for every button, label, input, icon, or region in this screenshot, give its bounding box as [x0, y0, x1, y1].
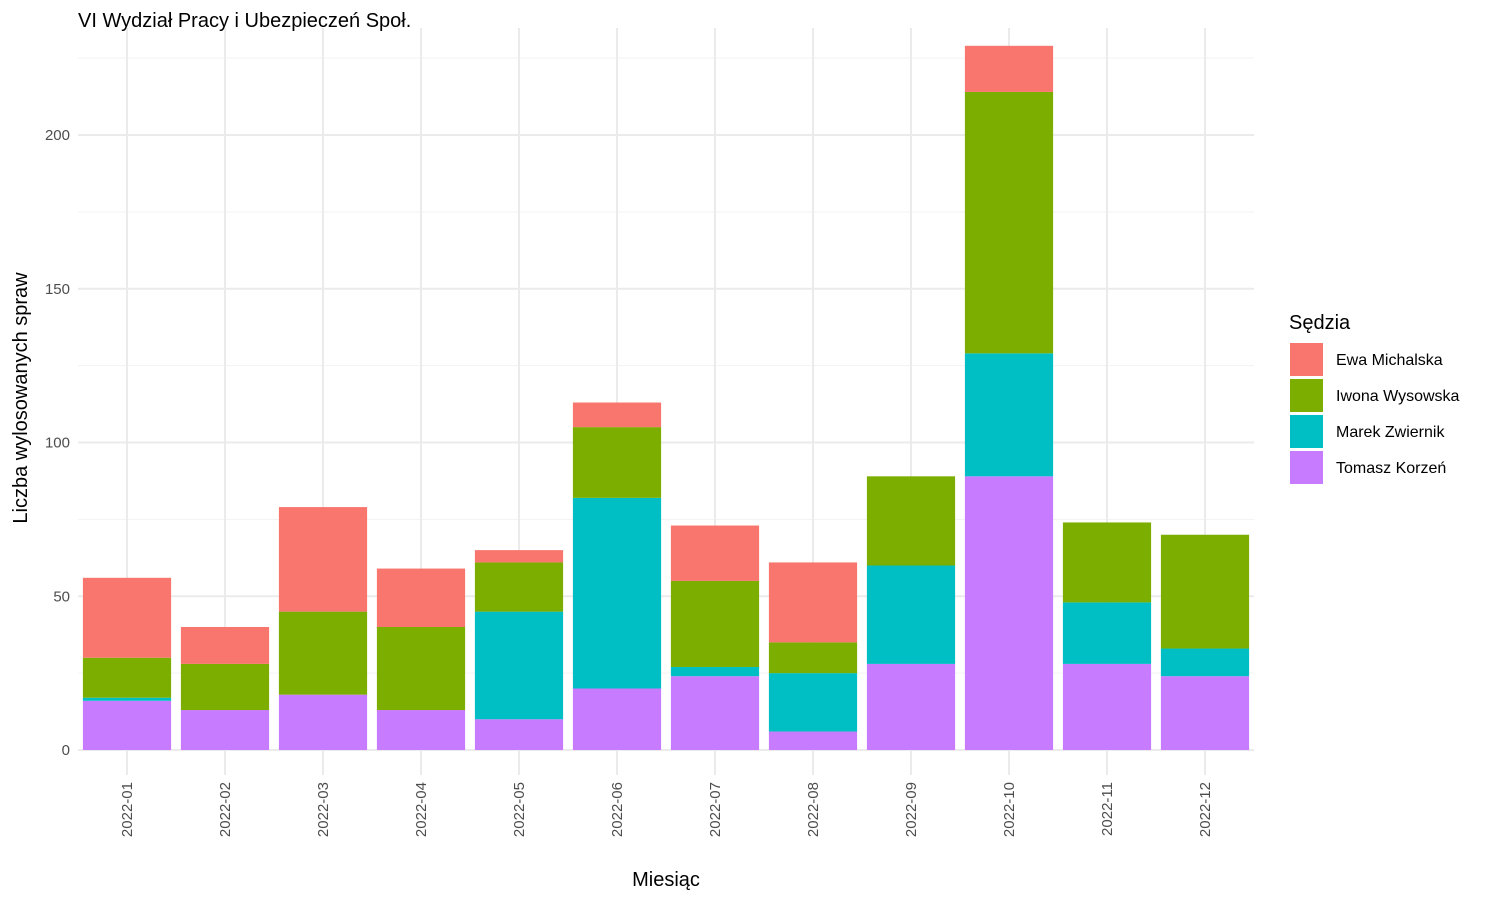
legend-swatch [1290, 379, 1323, 412]
chart-title: VI Wydział Pracy i Ubezpieczeń Społ. [78, 10, 411, 32]
y-tick-label: 0 [62, 742, 70, 759]
x-axis-title: Miesiąc [632, 869, 700, 891]
legend: Sędzia Ewa Michalska Iwona Wysowska Marek … [1289, 312, 1460, 484]
bar-segment [866, 476, 956, 566]
bar-segment [670, 580, 760, 667]
legend-swatch [1290, 343, 1323, 376]
bar-segment [1160, 648, 1250, 677]
bar-segment [768, 731, 858, 750]
x-tick-label: 2022-12 [1197, 782, 1214, 837]
x-tick-label: 2022-03 [315, 782, 332, 837]
bar-segment [376, 627, 466, 711]
y-tick-label: 100 [45, 435, 70, 452]
x-tick-label: 2022-10 [1001, 782, 1018, 837]
bar-segment [1160, 534, 1250, 649]
bar-segment [278, 694, 368, 750]
bar-segment [278, 611, 368, 695]
bar-segment [1062, 602, 1152, 664]
legend-items: Ewa Michalska Iwona Wysowska Marek Zwierni… [1290, 343, 1460, 484]
bar-segment [82, 700, 172, 750]
x-tick-label: 2022-11 [1099, 782, 1116, 836]
bar-segment [1062, 663, 1152, 750]
y-tick-label: 150 [45, 281, 70, 298]
x-tick-label: 2022-08 [805, 782, 822, 837]
x-tick-label: 2022-01 [119, 782, 136, 837]
bar-segment [1062, 522, 1152, 603]
bar-segment [572, 688, 662, 750]
legend-title: Sędzia [1289, 312, 1351, 334]
y-tick-label: 200 [45, 127, 70, 144]
bar-segment [670, 666, 760, 677]
bar-segment [180, 627, 270, 664]
bar-segment [82, 657, 172, 698]
x-tick-label: 2022-06 [609, 782, 626, 837]
bar-segment [572, 402, 662, 428]
legend-swatch [1290, 451, 1323, 484]
bar-segment [180, 710, 270, 750]
bar-segment [768, 562, 858, 643]
legend-label: Iwona Wysowska [1336, 388, 1460, 405]
y-axis-title: Liczba wylosowanych spraw [10, 272, 32, 524]
legend-label: Marek Zwiernik [1336, 424, 1445, 441]
bar-segment [1160, 676, 1250, 750]
bar-segment [474, 550, 564, 563]
bar-segment [82, 577, 172, 658]
bar-segment [964, 476, 1054, 750]
bar-segment [866, 565, 956, 664]
y-axis-ticks: 0 50 100 150 200 [45, 127, 70, 759]
bar-segment [964, 91, 1054, 354]
bar-segment [376, 568, 466, 627]
x-axis-ticks: 2022-01 2022-02 2022-03 2022-04 2022-05 2022-… [119, 782, 1214, 837]
bar-segment [964, 353, 1054, 477]
bar-segment [278, 507, 368, 612]
legend-label: Ewa Michalska [1336, 352, 1443, 369]
x-tick-label: 2022-07 [707, 782, 724, 837]
bar-segment [572, 497, 662, 689]
y-tick-label: 50 [53, 588, 70, 605]
bar-segment [82, 697, 172, 701]
x-tick-label: 2022-02 [217, 782, 234, 837]
bar-segment [474, 719, 564, 750]
bar-segment [670, 525, 760, 581]
bar-segment [474, 562, 564, 612]
x-tick-label: 2022-09 [903, 782, 920, 837]
x-tick-label: 2022-04 [413, 782, 430, 837]
bar-segment [670, 676, 760, 750]
bar-segment [572, 427, 662, 498]
bar-segment [866, 663, 956, 750]
legend-swatch [1290, 415, 1323, 448]
x-tick-label: 2022-05 [511, 782, 528, 837]
bar-segment [474, 611, 564, 720]
bar-segment [768, 642, 858, 674]
bars [82, 45, 1250, 750]
bar-segment [768, 673, 858, 732]
bar-segment [964, 45, 1054, 92]
bar-segment [180, 663, 270, 711]
bar-segment [376, 710, 466, 750]
legend-label: Tomasz Korzeń [1336, 460, 1446, 477]
